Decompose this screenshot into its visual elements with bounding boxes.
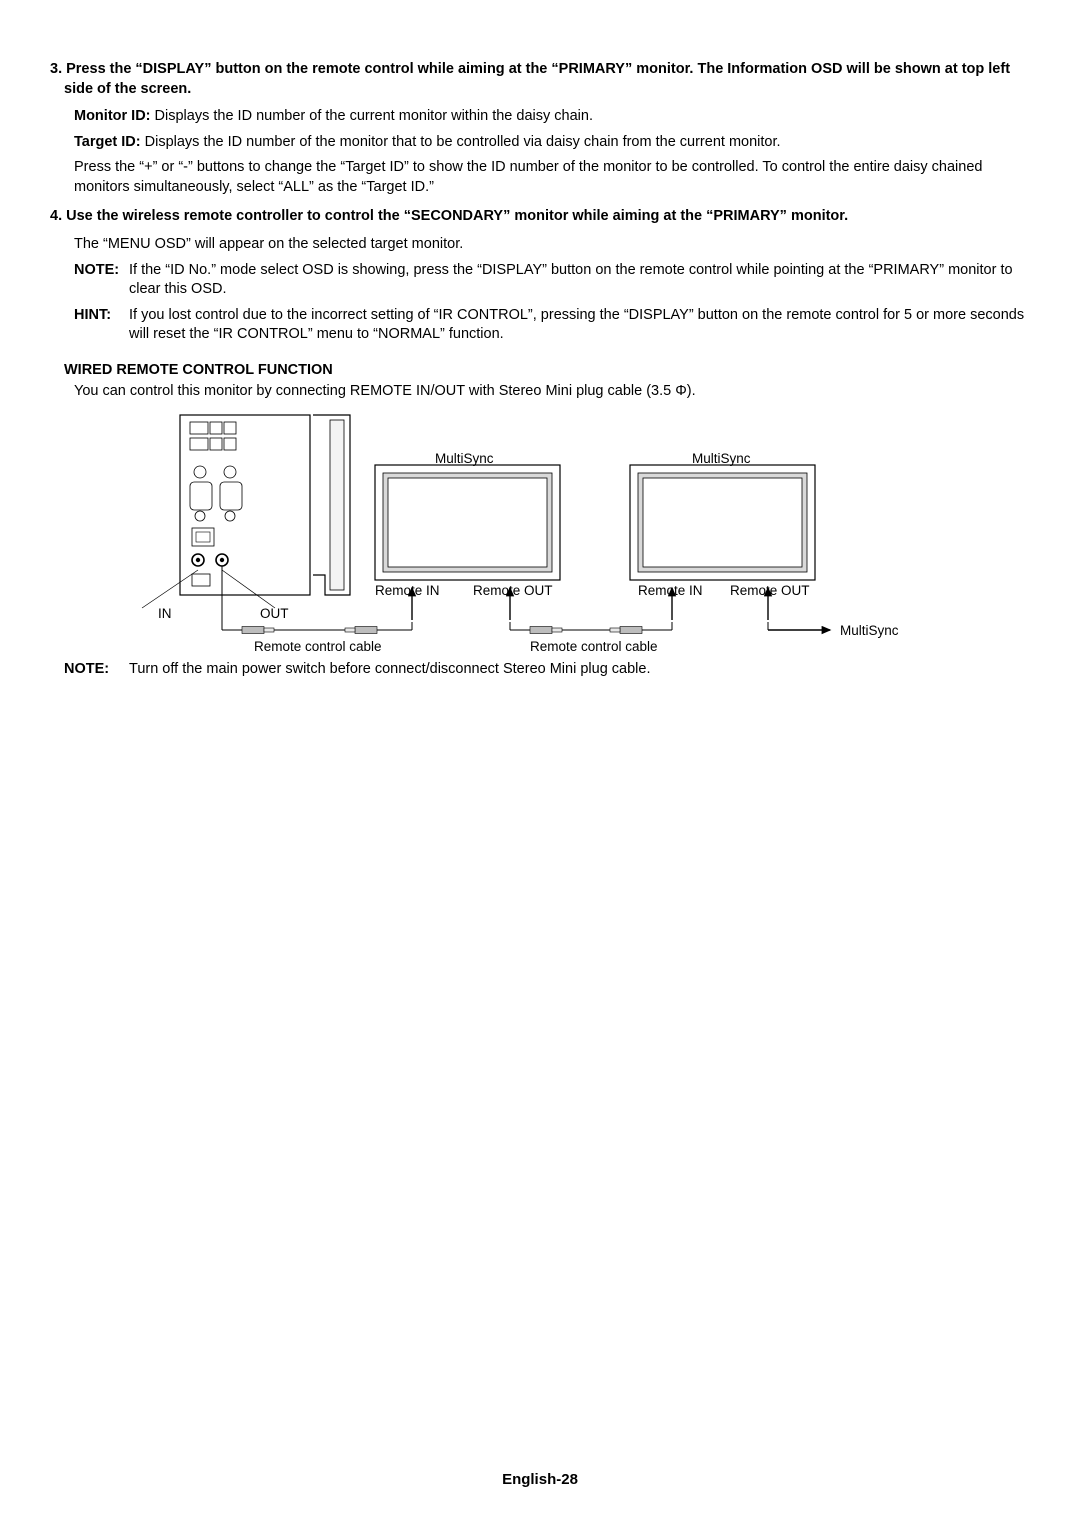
monitor-id-text: Displays the ID number of the current mo…	[151, 108, 593, 124]
monitor-middle	[375, 465, 560, 580]
cable1-plug-right	[345, 626, 377, 633]
monitor-id-label: Monitor ID:	[74, 108, 151, 124]
label-remote-out-2: Remote OUT	[730, 582, 810, 600]
step4-line1: The “MENU OSD” will appear on the select…	[74, 235, 1030, 255]
hint-label: HINT:	[74, 306, 129, 345]
label-multisync-1: MultiSync	[435, 450, 494, 468]
label-remote-in-2: Remote IN	[638, 582, 703, 600]
content: 3. Press the “DISPLAY” button on the rem…	[50, 60, 1030, 679]
bottom-note-label: NOTE:	[50, 660, 129, 680]
step4-note-row: NOTE: If the “ID No.” mode select OSD is…	[74, 261, 1030, 300]
label-multisync-2: MultiSync	[692, 450, 751, 468]
diagram-svg	[130, 410, 930, 650]
page-number: English-28	[0, 1471, 1080, 1488]
target-id-text: Displays the ID number of the monitor th…	[141, 134, 781, 150]
step-4: 4. Use the wireless remote controller to…	[50, 207, 1030, 344]
bottom-note-text: Turn off the main power switch before co…	[129, 660, 1030, 680]
label-remote-out-1: Remote OUT	[473, 582, 553, 600]
page: 3. Press the “DISPLAY” button on the rem…	[0, 0, 1080, 1528]
step4-hint-row: HINT: If you lost control due to the inc…	[74, 306, 1030, 345]
monitor-right	[630, 465, 815, 580]
wiring-diagram: MultiSync MultiSync Remote IN Remote OUT…	[130, 410, 930, 650]
hint-text: If you lost control due to the incorrect…	[129, 306, 1030, 345]
monitor-back-panel	[142, 415, 350, 608]
label-in: IN	[158, 605, 172, 623]
wired-title: WIRED REMOTE CONTROL FUNCTION	[50, 361, 1030, 381]
monitor-id-row: Monitor ID: Displays the ID number of th…	[74, 107, 1030, 127]
label-remote-in-1: Remote IN	[375, 582, 440, 600]
step4-head: 4. Use the wireless remote controller to…	[50, 207, 1030, 227]
step3-para: Press the “+” or “-” buttons to change t…	[74, 158, 1030, 197]
cable1-plug-left	[242, 626, 274, 633]
label-out: OUT	[260, 605, 289, 623]
cable2-plug-right	[610, 626, 642, 633]
cable2-plug-left	[530, 626, 562, 633]
target-id-row: Target ID: Displays the ID number of the…	[74, 133, 1030, 153]
target-id-label: Target ID:	[74, 134, 141, 150]
step-3: 3. Press the “DISPLAY” button on the rem…	[50, 60, 1030, 197]
note-text: If the “ID No.” mode select OSD is showi…	[129, 261, 1030, 300]
label-cable-1: Remote control cable	[254, 638, 382, 656]
label-multisync-3: MultiSync	[840, 622, 899, 640]
step3-head: 3. Press the “DISPLAY” button on the rem…	[50, 60, 1030, 99]
note-label: NOTE:	[74, 261, 129, 300]
label-cable-2: Remote control cable	[530, 638, 658, 656]
bottom-note: NOTE: Turn off the main power switch bef…	[50, 660, 1030, 680]
wired-body: You can control this monitor by connecti…	[50, 382, 1030, 402]
